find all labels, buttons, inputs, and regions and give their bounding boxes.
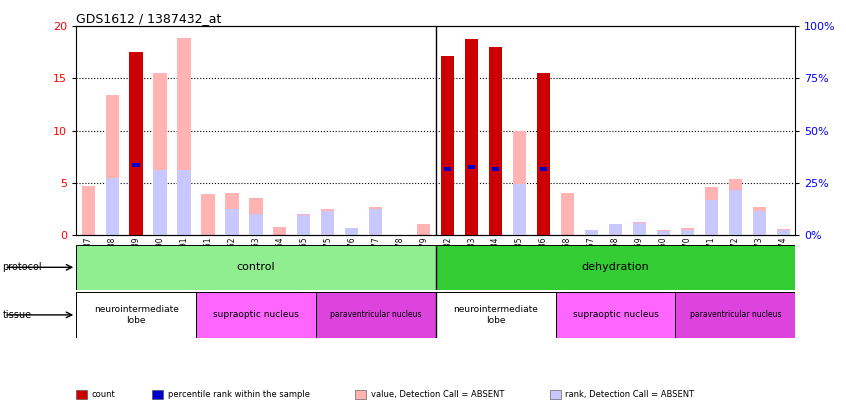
Bar [633,224,646,235]
Bar [777,229,790,235]
Bar [492,167,499,171]
Bar [129,52,143,235]
Bar [753,211,766,235]
Bar [777,230,790,235]
Bar [753,207,766,235]
Bar [369,207,382,235]
Bar [656,230,670,235]
Bar [178,170,190,235]
Bar [633,222,646,235]
Bar [133,163,140,167]
Bar [369,209,382,235]
Bar [728,190,742,235]
Bar [561,193,574,235]
Bar [444,167,451,171]
Bar [609,224,622,235]
Bar [273,226,287,235]
Text: paraventricular nucleus: paraventricular nucleus [330,310,421,320]
Bar [153,170,167,235]
Bar [609,224,622,235]
Bar [705,187,718,235]
Text: protocol: protocol [3,262,42,272]
Bar [321,209,334,235]
Bar [705,200,718,235]
Bar [681,230,694,235]
Text: rank, Detection Call = ABSENT: rank, Detection Call = ABSENT [565,390,695,399]
Text: count: count [91,390,115,399]
Bar [468,165,475,169]
Bar [537,73,550,235]
Bar [513,184,526,235]
Bar [345,228,359,235]
Bar [76,292,196,338]
Bar [441,55,454,235]
Text: neurointermediate
lobe: neurointermediate lobe [453,305,538,324]
Text: supraoptic nucleus: supraoptic nucleus [213,310,299,320]
Bar [76,245,436,290]
Bar [675,292,795,338]
Bar [465,39,478,235]
Bar [297,214,310,235]
Bar [417,224,431,235]
Bar [513,130,526,235]
Bar [106,95,118,235]
Bar [436,292,556,338]
Bar [345,228,359,235]
Bar [106,177,118,235]
Bar [556,292,675,338]
Bar [436,245,795,290]
Bar [225,209,239,235]
Text: control: control [237,262,275,272]
Bar [201,194,215,235]
Text: value, Detection Call = ABSENT: value, Detection Call = ABSENT [371,390,504,399]
Text: GDS1612 / 1387432_at: GDS1612 / 1387432_at [76,12,222,25]
Text: supraoptic nucleus: supraoptic nucleus [573,310,658,320]
Text: neurointermediate
lobe: neurointermediate lobe [94,305,179,324]
Bar [196,292,316,338]
Bar [250,198,262,235]
Bar [250,214,262,235]
Bar [585,230,598,235]
Text: paraventricular nucleus: paraventricular nucleus [689,310,781,320]
Bar [540,167,547,171]
Text: dehydration: dehydration [581,262,650,272]
Bar [489,47,503,235]
Bar [316,292,436,338]
Bar [728,179,742,235]
Bar [681,228,694,235]
Text: tissue: tissue [3,310,31,320]
Bar [225,193,239,235]
Bar [81,186,95,235]
Bar [321,211,334,235]
Bar [656,231,670,235]
Text: percentile rank within the sample: percentile rank within the sample [168,390,310,399]
Bar [178,38,190,235]
Bar [153,73,167,235]
Bar [297,215,310,235]
